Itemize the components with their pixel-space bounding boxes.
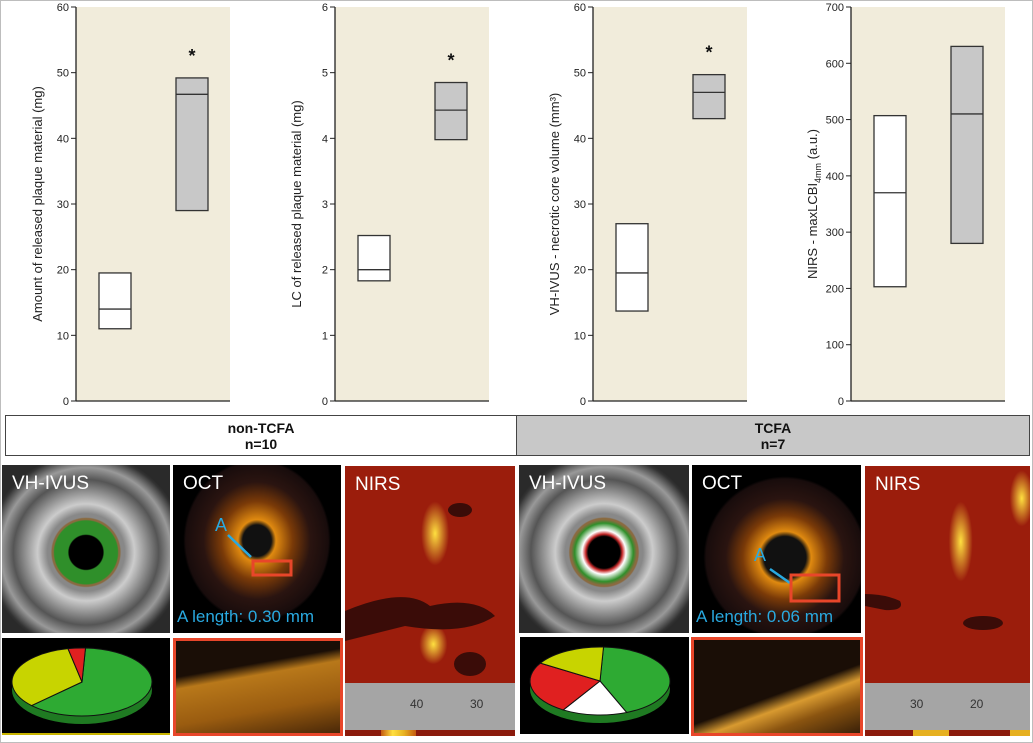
chart-nirs-maxlcbi: 0 100 200 300 400 500 600 700 NIRS - maxLCBI4mm … [785, 0, 1033, 410]
significance-marker: * [447, 51, 454, 71]
y-tick-label: 60 [57, 2, 69, 14]
y-tick-label: 700 [826, 2, 844, 14]
significance-marker: * [188, 46, 195, 66]
ruler-tick-label: 30 [470, 697, 484, 711]
nirs-ruler: 30 20 [865, 683, 1030, 730]
pie-slice [539, 646, 605, 682]
pie-slice [11, 648, 83, 707]
ruler-tick-label: 30 [910, 697, 924, 711]
chart-lc-released-plaque: 0 1 2 3 4 5 6 LC of released plaque material (m… [269, 0, 519, 410]
legend-non-tcfa-n: n=10 [244, 436, 278, 452]
y-tick-label: 600 [826, 58, 844, 70]
box-tcfa [175, 77, 209, 212]
y-tick-label: 1 [322, 330, 328, 342]
vh-ivus-label: VH-IVUS [12, 473, 90, 494]
y-tick-label: 40 [574, 133, 586, 145]
oct-arrow-label: A [754, 545, 767, 565]
legend-tcfa-label: TCFA [754, 420, 792, 436]
pie-slice [67, 647, 87, 683]
y-axis-label: VH-IVUS - necrotic core volume (mm³) [547, 93, 562, 315]
y-axis-label: Amount of released plaque material (mg) [30, 86, 45, 322]
y-tick-label: 500 [826, 115, 844, 127]
box-tcfa [434, 81, 468, 141]
vh-pie-panel-tcfa [520, 637, 689, 734]
pie-slice [599, 646, 671, 713]
legend-non-tcfa: non-TCFA n=10 [5, 415, 517, 456]
lipid-blobs [865, 594, 1003, 630]
lcbi-chemogram-strip [345, 730, 515, 736]
y-tick-label: 20 [57, 265, 69, 277]
nirs-image-tcfa: NIRS 30 20 [865, 466, 1030, 736]
chart-released-plaque-amount: 0 10 20 30 40 50 60 Amount of released plaque m… [10, 0, 260, 410]
oct-length-readout: A length: 0.06 mm [696, 607, 834, 626]
y-tick-label: 0 [63, 396, 69, 408]
box-non-tcfa [98, 272, 132, 330]
vh-ivus-image-tcfa: VH-IVUS [519, 465, 689, 633]
y-tick-label: 4 [322, 133, 328, 145]
y-tick-label: 10 [574, 330, 586, 342]
oct-label: OCT [183, 473, 224, 494]
y-tick-label: 50 [574, 68, 586, 80]
box-non-tcfa [615, 223, 649, 312]
y-tick-label: 20 [574, 265, 586, 277]
y-tick-label: 400 [826, 171, 844, 183]
nirs-label: NIRS [875, 474, 921, 495]
oct-length-readout: A length: 0.30 mm [177, 607, 315, 626]
pie-slice [529, 662, 602, 711]
lcbi-chemogram-strip [865, 730, 1030, 736]
y-tick-label: 3 [322, 199, 328, 211]
pie-slice [562, 680, 628, 716]
y-tick-label: 30 [574, 199, 586, 211]
arrow-icon [227, 534, 293, 577]
legend-non-tcfa-label: non-TCFA [227, 420, 295, 436]
y-tick-label: 300 [826, 227, 844, 239]
y-tick-label: 0 [322, 396, 328, 408]
tissue-pie-chart [529, 646, 671, 723]
box-tcfa [950, 45, 984, 245]
vh-ivus-label: VH-IVUS [529, 473, 607, 494]
vh-pie-panel-non-tcfa [2, 638, 170, 735]
y-tick-label: 10 [57, 330, 69, 342]
pie-slice [30, 647, 153, 717]
y-tick-label: 0 [580, 396, 586, 408]
significance-marker: * [705, 43, 712, 63]
oct-image-tcfa: OCT A A length: 0.06 mm [692, 465, 861, 633]
lipid-blobs [345, 503, 495, 676]
y-axis-label: LC of released plaque material (mg) [289, 100, 304, 307]
chart-necrotic-core-volume: 0 10 20 30 40 50 60 VH-IVUS - necrotic core vol… [527, 0, 777, 410]
plot-background [593, 7, 747, 401]
nirs-ruler: 40 30 [345, 683, 515, 730]
box-tcfa [692, 73, 726, 120]
y-tick-label: 5 [322, 68, 328, 80]
legend-tcfa-n: n=7 [760, 436, 786, 452]
plot-background [335, 7, 489, 401]
y-tick-label: 2 [322, 265, 328, 277]
y-axis-label: NIRS - maxLCBI4mm (a.u.) [805, 129, 823, 279]
legend-tcfa: TCFA n=7 [516, 415, 1030, 456]
box-non-tcfa [357, 234, 391, 282]
oct-arrow-label: A [215, 515, 228, 535]
y-tick-label: 100 [826, 340, 844, 352]
y-tick-label: 50 [57, 68, 69, 80]
y-tick-label: 60 [574, 2, 586, 14]
nirs-image-non-tcfa: NIRS 40 30 [345, 466, 515, 736]
oct-zoom-non-tcfa [173, 638, 343, 736]
y-tick-label: 30 [57, 199, 69, 211]
vh-ivus-image-non-tcfa: VH-IVUS [2, 465, 170, 633]
nirs-label: NIRS [355, 474, 401, 495]
y-tick-label: 6 [322, 2, 328, 14]
y-tick-label: 200 [826, 283, 844, 295]
oct-label: OCT [702, 473, 743, 494]
oct-zoom-tcfa [691, 637, 863, 736]
y-tick-label: 0 [838, 396, 844, 408]
ruler-tick-label: 20 [970, 697, 984, 711]
ruler-tick-label: 40 [410, 697, 424, 711]
tissue-pie-chart [11, 647, 153, 724]
oct-image-non-tcfa: OCT A A length: 0.30 mm [173, 465, 341, 633]
box-non-tcfa [873, 114, 907, 288]
arrow-icon [769, 567, 841, 603]
y-tick-label: 40 [57, 133, 69, 145]
